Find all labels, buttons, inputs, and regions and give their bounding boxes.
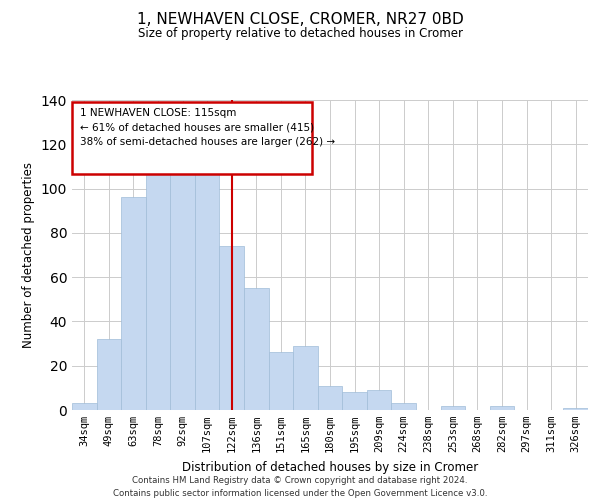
FancyBboxPatch shape	[72, 102, 312, 174]
Bar	[170, 160, 195, 410]
Y-axis label: Number of detached properties: Number of detached properties	[22, 162, 35, 348]
Bar	[490, 406, 514, 410]
X-axis label: Distribution of detached houses by size in Cromer: Distribution of detached houses by size …	[182, 460, 478, 473]
Bar	[146, 160, 170, 410]
Text: Size of property relative to detached houses in Cromer: Size of property relative to detached ho…	[137, 28, 463, 40]
Bar	[269, 352, 293, 410]
Bar	[220, 246, 244, 410]
Bar	[367, 390, 391, 410]
Text: 1 NEWHAVEN CLOSE: 115sqm
← 61% of detached houses are smaller (415)
38% of semi-: 1 NEWHAVEN CLOSE: 115sqm ← 61% of detach…	[80, 108, 335, 146]
Bar	[97, 339, 121, 410]
Text: Contains HM Land Registry data © Crown copyright and database right 2024.: Contains HM Land Registry data © Crown c…	[132, 476, 468, 485]
Bar	[563, 408, 588, 410]
Bar	[195, 168, 220, 410]
Bar	[440, 406, 465, 410]
Bar	[391, 404, 416, 410]
Bar	[244, 288, 269, 410]
Bar	[72, 404, 97, 410]
Bar	[293, 346, 318, 410]
Bar	[318, 386, 342, 410]
Text: Contains public sector information licensed under the Open Government Licence v3: Contains public sector information licen…	[113, 489, 487, 498]
Bar	[121, 198, 146, 410]
Text: 1, NEWHAVEN CLOSE, CROMER, NR27 0BD: 1, NEWHAVEN CLOSE, CROMER, NR27 0BD	[137, 12, 463, 28]
Bar	[342, 392, 367, 410]
